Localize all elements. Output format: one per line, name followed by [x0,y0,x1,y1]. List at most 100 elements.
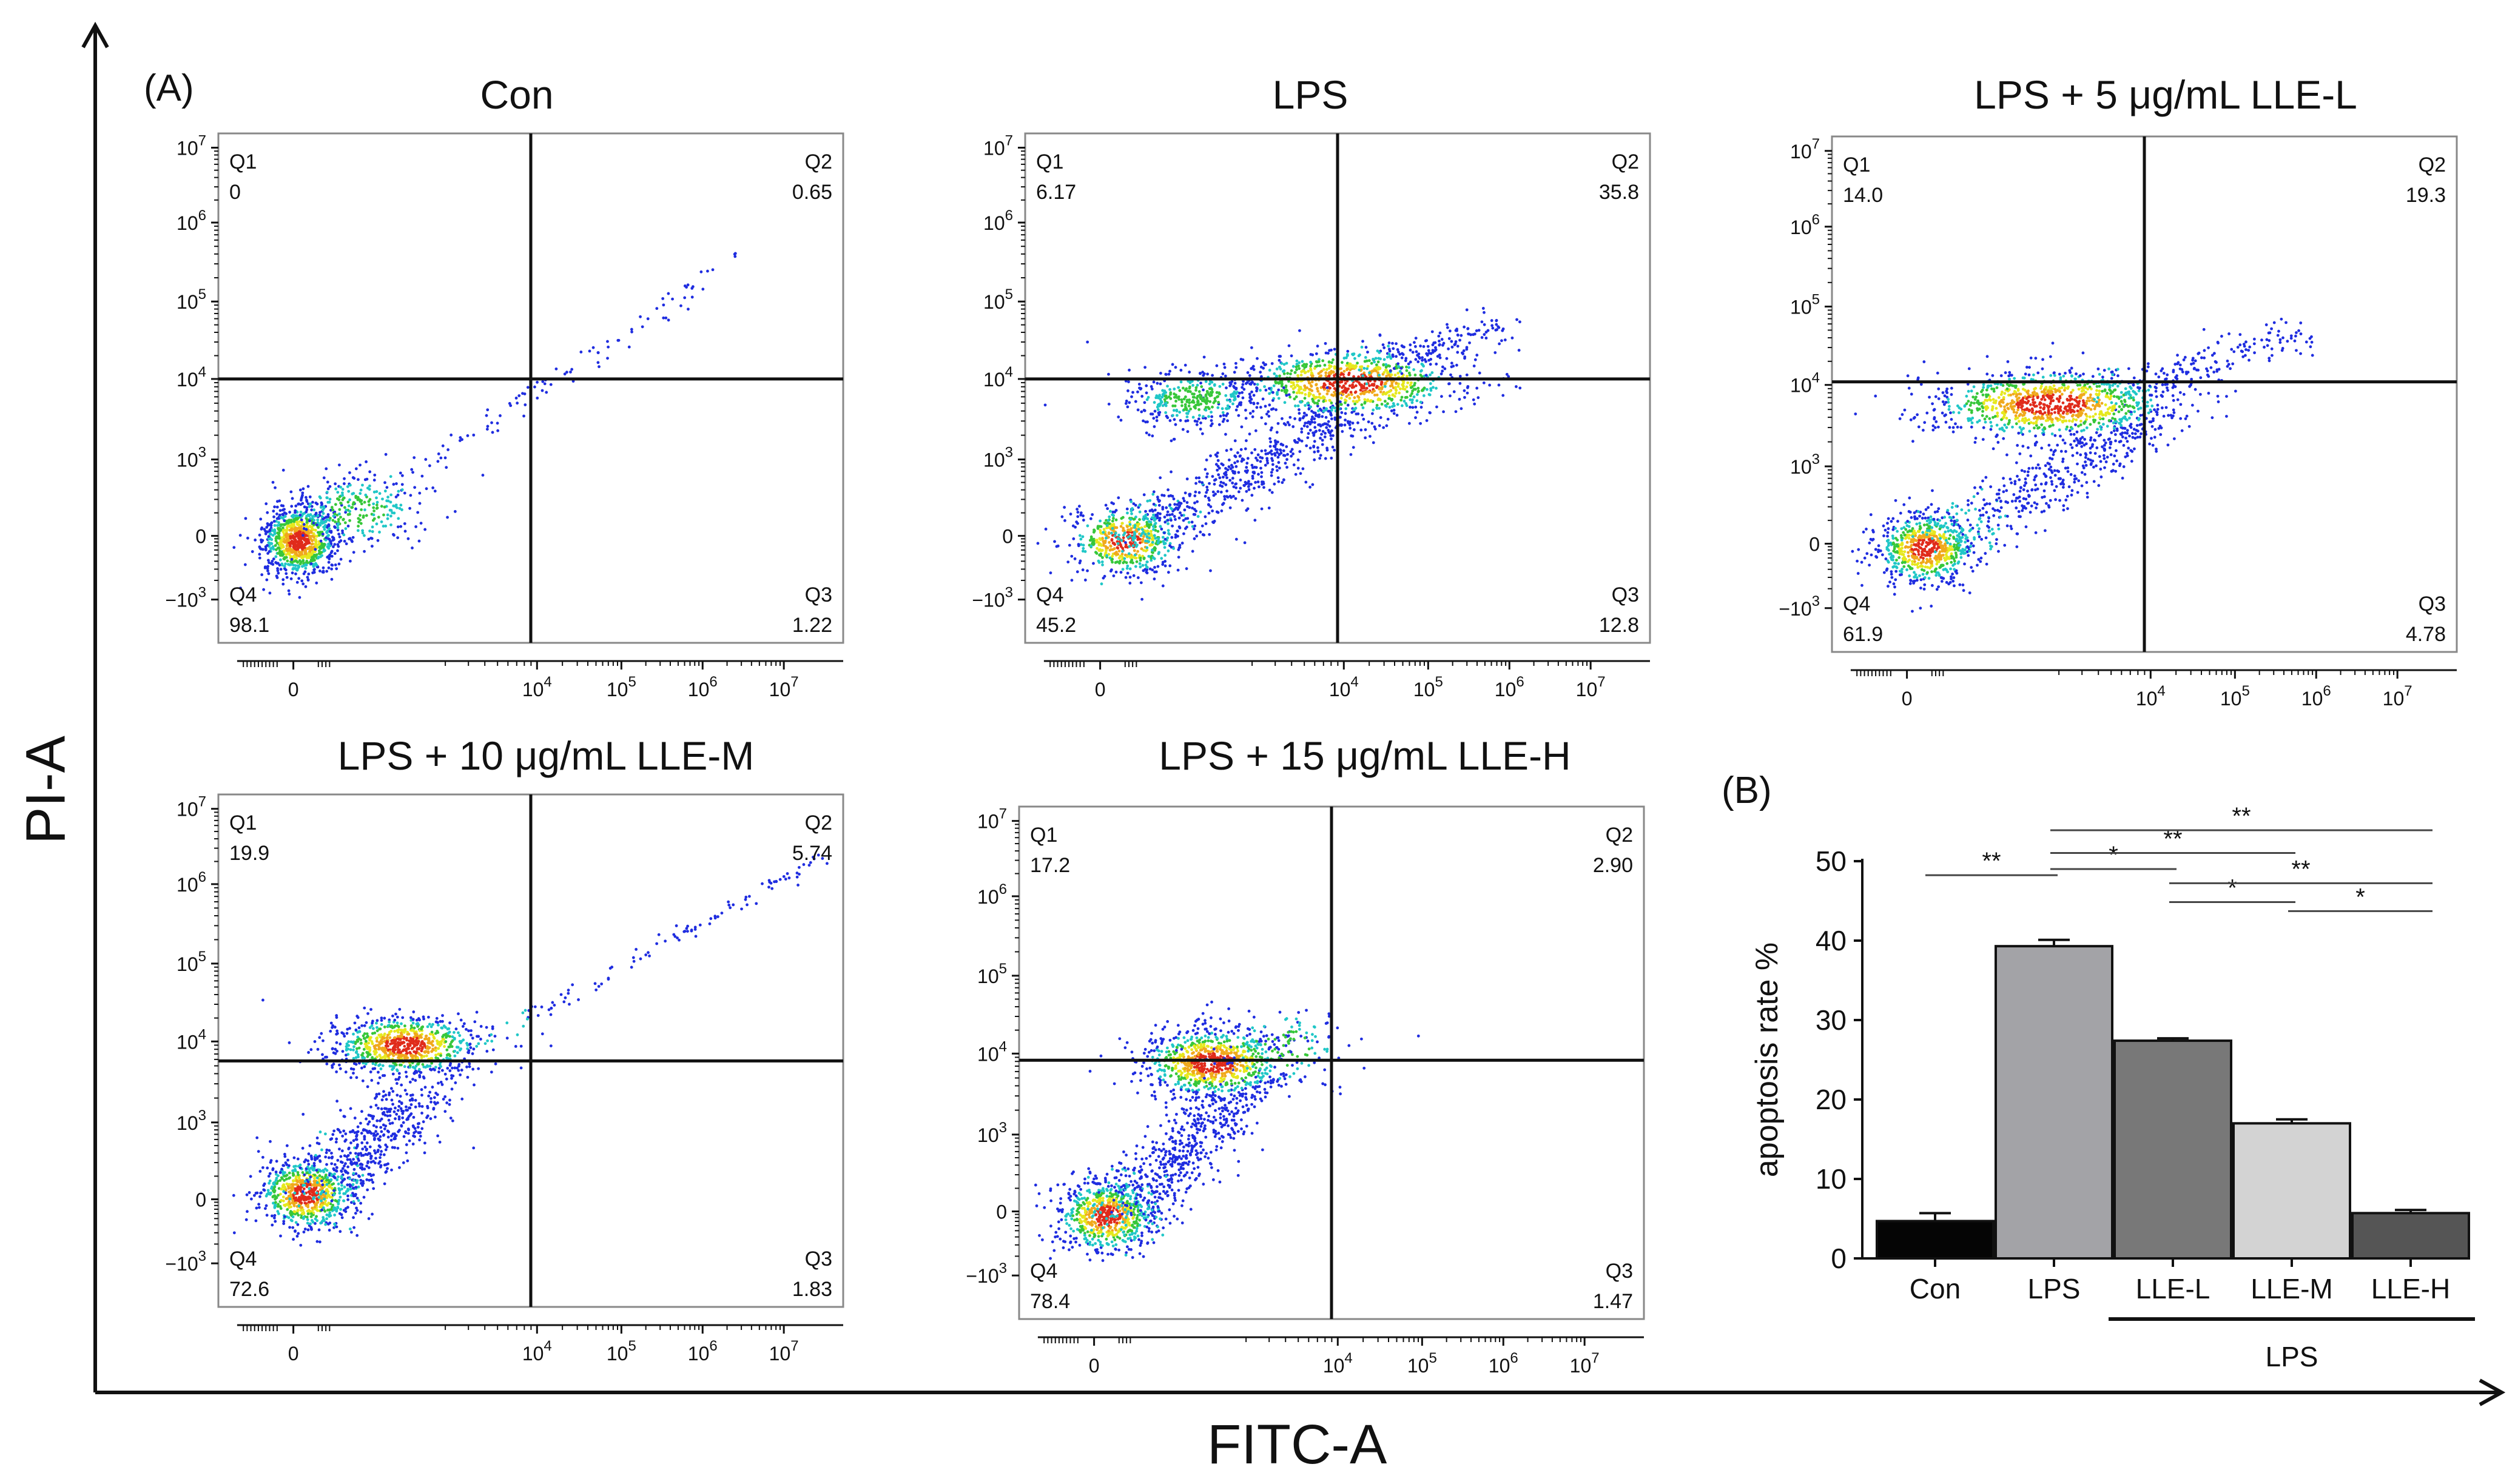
event-dot [1267,410,1270,414]
event-dot [1984,552,1987,555]
event-dot [1174,423,1177,426]
event-dot [1395,414,1399,417]
event-dot [1882,571,1886,574]
event-dot [1168,503,1172,506]
event-dot [1906,520,1910,523]
event-dot [1913,576,1916,579]
event-dot [2040,510,2044,514]
event-dot [1941,525,1945,529]
quadrant-name-q4: Q4 [229,583,257,606]
event-dot [1311,483,1315,486]
event-dot [1413,381,1416,385]
event-dot [1296,404,1300,408]
event-dot [416,511,420,514]
event-dot [368,484,371,488]
event-dot [1157,537,1160,540]
event-dot [356,498,360,502]
event-dot [273,524,277,527]
event-dot [1186,412,1190,415]
event-dot [307,552,310,556]
event-dot [354,467,358,471]
event-dot [1319,454,1322,457]
event-dot [1441,365,1444,369]
event-dot [1177,395,1180,398]
event-dot [1088,539,1092,542]
event-dot [344,527,348,531]
event-dot [1306,436,1310,440]
event-dot [1321,415,1324,418]
event-dot [1206,391,1210,394]
event-dot [348,483,352,487]
event-dot [261,539,264,542]
event-dot [1465,308,1469,312]
event-dot [1414,337,1418,340]
event-dot [1285,445,1288,448]
event-dot [2049,465,2053,469]
event-dot [1105,524,1109,528]
event-dot [1148,433,1151,437]
event-dot [275,505,279,509]
event-dot [2024,477,2027,481]
event-dot [1122,536,1125,540]
event-dot [2102,454,2106,457]
event-dot [1287,344,1291,347]
event-dot [1865,528,1868,531]
x-tick-label: 105 [607,674,636,700]
event-dot [1257,472,1260,476]
event-dot [1888,580,1891,584]
event-dot [1217,423,1221,426]
event-dot [1939,534,1942,537]
event-dot [1143,568,1147,571]
event-dot [339,485,342,489]
event-dot [1404,359,1407,363]
event-dot [281,523,284,526]
event-dot [1964,537,1968,540]
event-dot [1447,382,1450,386]
event-dot [1450,345,1454,349]
event-dot [1370,361,1373,365]
event-dot [2024,481,2027,485]
event-dot [1887,560,1890,564]
event-dot [1936,571,1940,574]
event-dot [1109,544,1113,548]
event-dot [1207,393,1211,396]
event-dot [323,524,327,527]
event-dot [1270,452,1274,456]
event-dot [334,482,337,486]
event-dot [1970,542,1973,545]
event-dot [1894,565,1898,569]
event-dot [1356,395,1359,398]
event-dot [1200,385,1204,388]
event-dot [1891,528,1895,531]
event-dot [406,537,410,540]
event-dot [1952,536,1955,539]
event-dot [1275,367,1279,371]
y-tick-label: 106 [177,207,206,234]
event-dot [288,511,292,514]
event-dot [1188,385,1191,389]
event-dot [327,566,331,569]
event-dot [1115,552,1119,556]
flow-svg: Q16.17Q235.8Q312.8Q445.2−103010310410510… [972,132,1651,700]
event-dot [1378,374,1381,377]
event-dot [1167,372,1171,376]
event-dot [285,576,289,579]
event-dot [1179,380,1183,384]
event-dot [288,551,291,555]
event-dot [1394,388,1398,391]
event-dot [1330,456,1333,460]
event-dot [1248,374,1251,377]
event-dot [1907,551,1910,554]
event-dot [1373,394,1376,397]
event-dot [1199,397,1203,400]
event-dot [1159,525,1162,528]
event-dot [1922,512,1925,515]
event-dot [1197,414,1201,417]
event-dot [294,526,297,530]
event-dot [1175,414,1179,417]
event-dot [1458,397,1461,401]
event-dot [565,371,568,374]
event-dot [274,561,278,564]
event-dot [399,503,403,507]
event-dot [1304,404,1307,407]
